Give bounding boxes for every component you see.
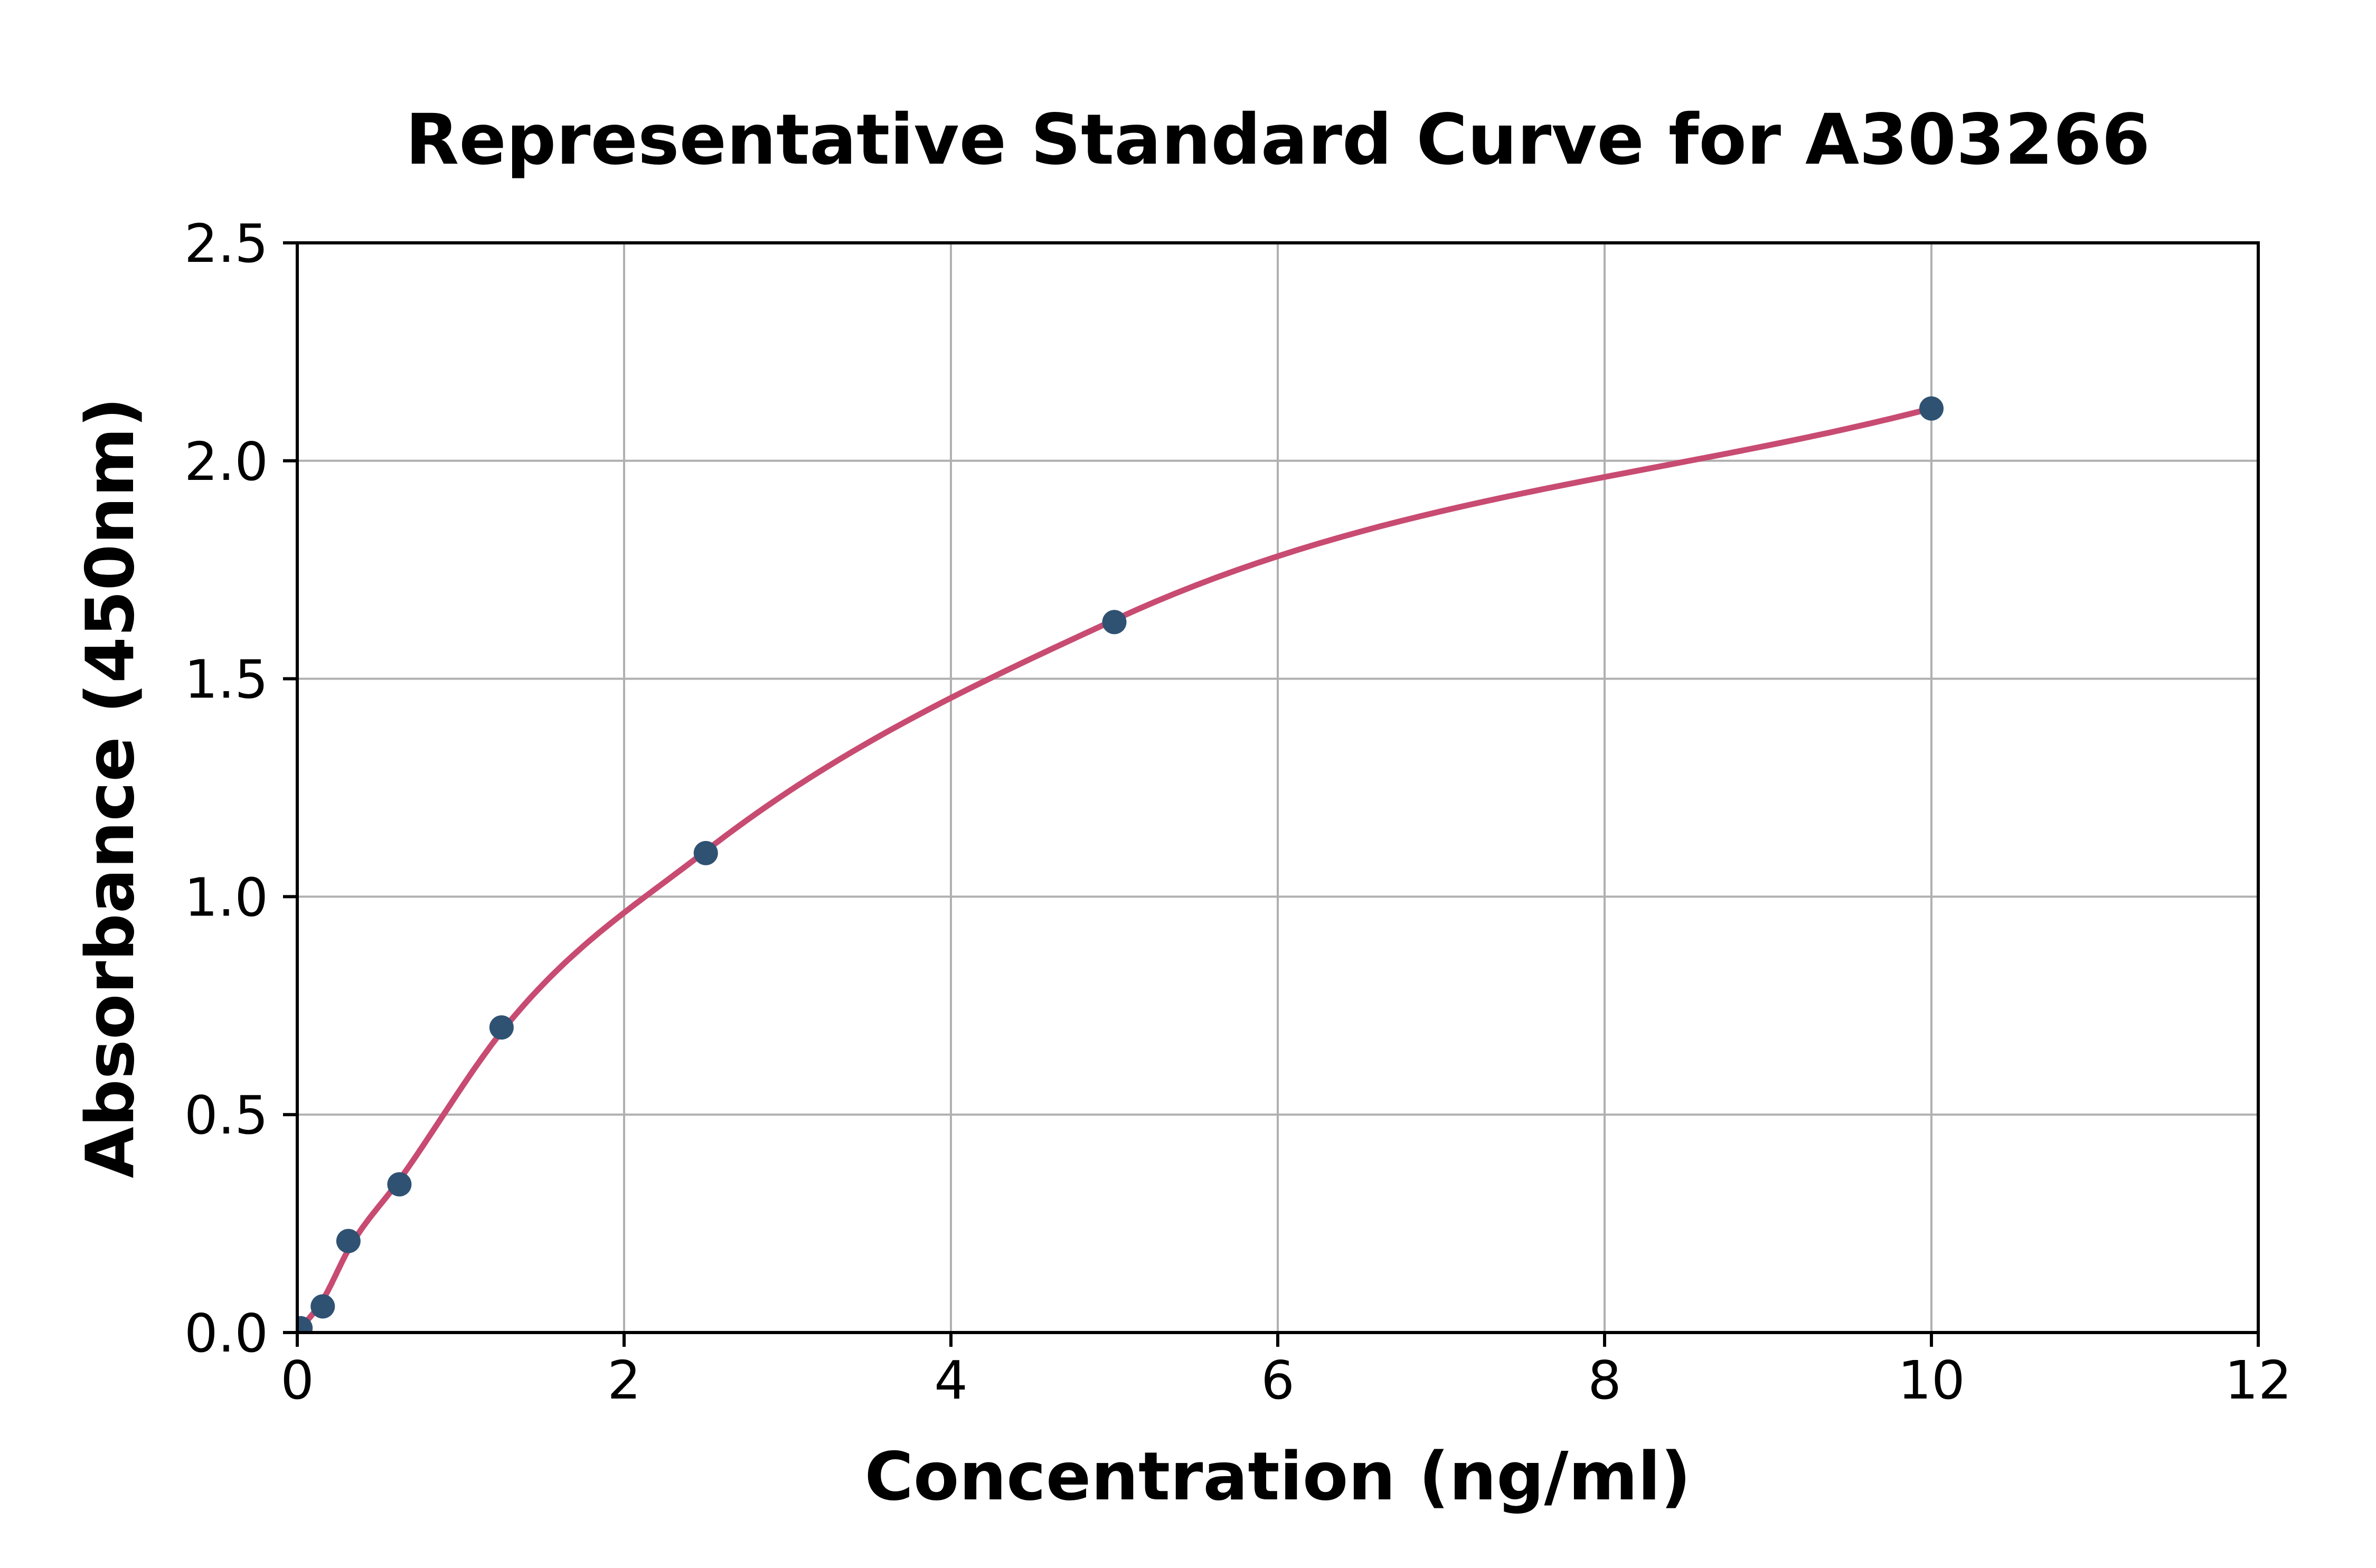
x-axis-label: Concentration (ng/ml) — [864, 1438, 1691, 1515]
fit-curve — [297, 405, 1935, 1333]
data-point — [297, 1316, 313, 1333]
y-tick-label: 0.0 — [184, 1302, 268, 1364]
y-tick-label: 0.5 — [184, 1084, 268, 1146]
x-tick-label: 8 — [1588, 1349, 1621, 1411]
y-tick-label: 1.5 — [184, 649, 268, 711]
data-point — [387, 1172, 412, 1197]
y-tick-label: 2.0 — [184, 431, 268, 493]
data-point — [1919, 396, 1944, 421]
y-axis-label: Absorbance (450nm) — [71, 397, 149, 1178]
x-tick-label: 4 — [934, 1349, 968, 1411]
tick-layer: 0 2 4 6 8 10 12 0.0 0.5 1.0 1.5 2.0 2.5 — [184, 213, 2292, 1411]
grid-layer — [296, 242, 2259, 1334]
y-tick-label: 2.5 — [184, 213, 268, 275]
data-point — [693, 840, 718, 865]
x-tick-label: 2 — [607, 1349, 641, 1411]
data-point — [489, 1015, 514, 1040]
x-tick-label: 0 — [280, 1349, 314, 1411]
data-layer — [297, 396, 1944, 1333]
data-point — [336, 1229, 361, 1253]
x-tick-label: 10 — [1898, 1349, 1965, 1411]
y-tick-label: 1.0 — [184, 866, 268, 928]
data-point — [1102, 610, 1127, 635]
chart-title: Representative Standard Curve for A30326… — [406, 99, 2151, 181]
x-tick-label: 6 — [1261, 1349, 1295, 1411]
data-point — [310, 1294, 335, 1319]
x-tick-label: 12 — [2224, 1349, 2292, 1411]
